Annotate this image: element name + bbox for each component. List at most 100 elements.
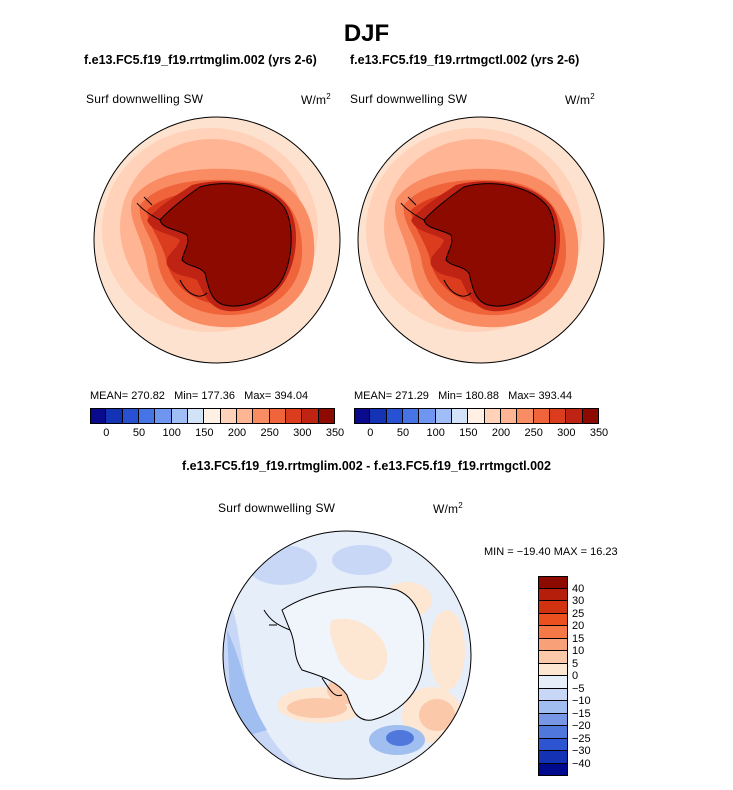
diff-colorbar-tick-label: −15 (572, 707, 591, 720)
diff-colorbar-tick-label: −20 (572, 720, 591, 732)
diff-colorbar-swatch (538, 688, 568, 701)
panel2-min-label: Min= (438, 390, 463, 402)
panel2-colorbar-swatch (550, 408, 567, 424)
diff-colorbar-tick-label: 10 (572, 645, 585, 657)
panel1-units-label: W/m2 (301, 92, 331, 107)
panel2-stats: MEAN= 271.29 Min= 180.88 Max= 393.44 (354, 390, 572, 402)
panel1-colorbar-swatch (122, 408, 139, 424)
panel2-colorbar-tick-label: 250 (524, 427, 543, 439)
panel1-colorbar-swatch (318, 408, 335, 424)
diff-colorbar-swatch (538, 751, 568, 764)
panel2-colorbar-swatch (386, 408, 403, 424)
diff-minmax: MIN = −19.40 MAX = 16.23 (484, 546, 618, 558)
panel2-colorbar-swatch (468, 408, 485, 424)
diff-colorbar (538, 576, 568, 776)
panel1-map (93, 116, 341, 364)
panel1-colorbar-tick-label: 150 (195, 427, 214, 439)
diff-units-label: W/m2 (433, 501, 463, 516)
panel2-map (357, 116, 605, 364)
panel1-colorbar-tick-label: 200 (227, 427, 247, 439)
panel2-colorbar-tick-label: 350 (589, 427, 609, 439)
panel2-colorbar (354, 408, 599, 424)
panel2-colorbar-swatch (419, 408, 436, 424)
panel1-mean-label: MEAN= (90, 390, 129, 402)
diff-colorbar-swatch (538, 613, 568, 626)
panel1-colorbar (90, 408, 335, 424)
panel1-colorbar-swatch (155, 408, 172, 424)
panel1-colorbar-swatch (253, 408, 270, 424)
diff-variable-label: Surf downwelling SW (218, 501, 336, 515)
panel1-colorbar-swatch (302, 408, 319, 424)
diff-colorbar-swatch (538, 676, 568, 689)
panel1-colorbar-swatch (237, 408, 254, 424)
diff-colorbar-swatch (538, 651, 568, 664)
diff-colorbar-tick-label: −30 (572, 745, 591, 757)
diff-colorbar-tick-label: 5 (572, 657, 579, 670)
panel1-colorbar-swatch (139, 408, 156, 424)
diff-colorbar-tick-label: 0 (572, 670, 579, 682)
panel2-min-value: 180.88 (465, 390, 499, 402)
panel1-colorbar-swatch (204, 408, 221, 424)
panel2-colorbar-tick-label: 0 (367, 427, 374, 439)
panel2-max-value: 393.44 (538, 390, 573, 402)
panel2-colorbar-swatch (354, 408, 371, 424)
panel1-colorbar-tick-label: 250 (260, 427, 279, 439)
diff-colorbar-tick-label: 20 (572, 620, 585, 632)
panel2-colorbar-swatch (533, 408, 550, 424)
panel2-units-label: W/m2 (565, 92, 595, 107)
panel2-colorbar-swatch (403, 408, 420, 424)
panel2-mean-value: 271.29 (395, 390, 429, 402)
panel2-colorbar-tick-label: 100 (426, 427, 445, 439)
panel2-colorbar-swatch (517, 408, 534, 424)
panel2-max-label: Max= (508, 390, 536, 402)
panel1-colorbar-tick-label: 300 (293, 427, 312, 439)
panel1-variable-label: Surf downwelling SW (86, 92, 204, 106)
diff-colorbar-swatch (538, 638, 568, 651)
diff-colorbar-tick-label: −10 (572, 695, 591, 707)
panel1-max-label: Max= (244, 390, 272, 402)
diff-colorbar-swatch (538, 601, 568, 614)
diff-title: f.e13.FC5.f19_f19.rrtmglim.002 - f.e13.F… (182, 459, 551, 473)
diff-map (222, 530, 472, 780)
panel1-case-title: f.e13.FC5.f19_f19.rrtmglim.002 (yrs 2-6) (84, 53, 317, 67)
panel2-colorbar-tick-label: 200 (491, 427, 511, 439)
panel2-colorbar-swatch (452, 408, 469, 424)
diff-colorbar-tick-label: 25 (572, 607, 585, 620)
panel2-colorbar-swatch (435, 408, 452, 424)
panel1-colorbar-ticks: 0 50 100 150 200 250 300 350 (90, 427, 344, 441)
panel1-stats: MEAN= 270.82 Min= 177.36 Max= 394.04 (90, 390, 308, 402)
panel2-colorbar-tick-label: 150 (459, 427, 478, 439)
panel1-min-label: Min= (174, 390, 199, 402)
panel2-colorbar-swatch (566, 408, 583, 424)
diff-colorbar-swatch (538, 701, 568, 714)
panel1-colorbar-swatch (171, 408, 188, 424)
panel1-colorbar-tick-label: 50 (132, 427, 146, 439)
diff-colorbar-tick-label: −25 (572, 732, 591, 745)
panel1-max-value: 394.04 (274, 390, 309, 402)
panel1-colorbar-tick-label: 350 (325, 427, 345, 439)
panel1-colorbar-swatch (269, 408, 286, 424)
diff-colorbar-tick-label: 40 (572, 582, 585, 595)
panel2-colorbar-tick-label: 300 (557, 427, 576, 439)
panel2-mean-label: MEAN= (354, 390, 393, 402)
diff-colorbar-swatch (538, 713, 568, 726)
panel1-colorbar-swatch (188, 408, 205, 424)
panel2-colorbar-swatch (484, 408, 501, 424)
panel2-colorbar-swatch (582, 408, 599, 424)
diff-colorbar-tick-label: 30 (572, 595, 585, 607)
panel2-colorbar-swatch (501, 408, 518, 424)
diff-colorbar-tick-label: −5 (572, 682, 585, 695)
diff-colorbar-tick-label: −40 (572, 757, 591, 770)
diff-colorbar-swatch (538, 588, 568, 601)
panel1-colorbar-swatch (106, 408, 123, 424)
panel1-mean-value: 270.82 (131, 390, 165, 402)
diff-colorbar-swatch (538, 663, 568, 676)
panel1-min-value: 177.36 (201, 390, 235, 402)
panel1-colorbar-tick-label: 0 (103, 427, 110, 439)
panel2-colorbar-ticks: 0 50 100 150 200 250 300 350 (354, 427, 608, 441)
diff-colorbar-swatch (538, 738, 568, 751)
diff-colorbar-tick-label: 15 (572, 632, 585, 645)
figure-title: DJF (343, 20, 390, 47)
diff-colorbar-swatch (538, 726, 568, 739)
diff-colorbar-ticks: 40 30 25 20 15 10 5 0 −5 −10 −15 −20 −25 −30 −40 (572, 576, 612, 776)
